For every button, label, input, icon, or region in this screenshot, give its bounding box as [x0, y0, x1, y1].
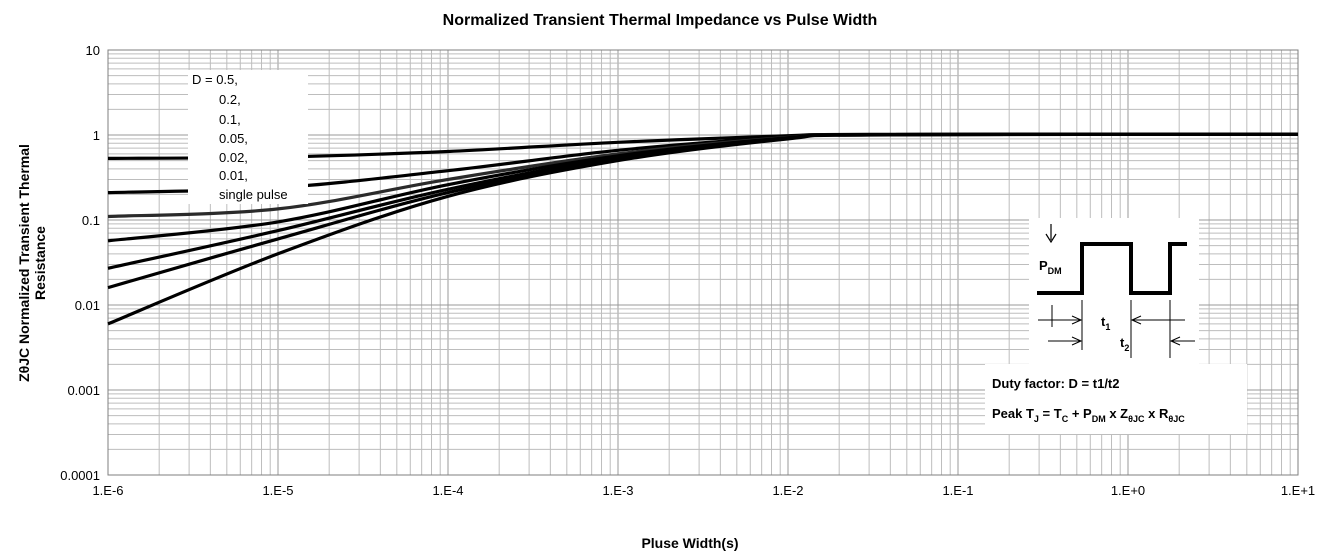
- y-tick-label: 1: [93, 128, 100, 143]
- t2-arrow-right-head: [1169, 336, 1181, 346]
- chart-title: Normalized Transient Thermal Impedance v…: [443, 12, 878, 29]
- legend-item-d-05: D = 0.5,: [192, 72, 238, 87]
- y-tick-labels: 0.0001 0.001 0.01 0.1 1 10: [60, 43, 100, 483]
- x-tick-labels: 1.E-6 1.E-5 1.E-4 1.E-3 1.E-2 1.E-1 1.E+0 1.E+1: [92, 483, 1315, 498]
- x-tick-label: 1.E-2: [772, 483, 803, 498]
- legend-item-01: 0.1,: [219, 112, 241, 127]
- t1-label: t1: [1101, 314, 1110, 332]
- legend: D = 0.5, 0.2, 0.1, 0.05, 0.02, 0.01, sin…: [188, 70, 308, 204]
- duty-factor-text: Duty factor: D = t1/t2: [992, 376, 1120, 391]
- y-tick-label: 10: [86, 43, 100, 58]
- x-tick-label: 1.E-3: [602, 483, 633, 498]
- inset-text-background: [985, 364, 1247, 434]
- legend-background: [188, 70, 308, 204]
- x-axis-label: Pluse Width(s): [641, 535, 738, 551]
- y-axis-label: ZθJC Normalized Transient Thermal Resist…: [16, 144, 48, 382]
- pulse-waveform: [1037, 242, 1187, 295]
- x-tick-label: 1.E+0: [1111, 483, 1145, 498]
- legend-item-02: 0.2,: [219, 92, 241, 107]
- t1-arrow-left-head: [1071, 315, 1083, 325]
- t1-arrow-right-head: [1130, 315, 1142, 325]
- x-tick-label: 1.E-1: [942, 483, 973, 498]
- pdm-label: PDM: [1039, 258, 1062, 276]
- y-tick-label: 0.001: [67, 383, 100, 398]
- x-tick-label: 1.E-6: [92, 483, 123, 498]
- pdm-arrow-head: [1045, 233, 1057, 244]
- x-tick-label: 1.E+1: [1281, 483, 1315, 498]
- peak-temperature-formula: Peak TJ = TC + PDM x ZθJC x RθJC: [992, 406, 1185, 424]
- legend-item-001: 0.01,: [219, 168, 248, 183]
- plot-area-border: [107, 49, 1299, 476]
- y-axis-label-line-1: ZθJC Normalized Transient Thermal: [16, 144, 32, 382]
- x-tick-label: 1.E-5: [262, 483, 293, 498]
- legend-item-002: 0.02,: [219, 150, 248, 165]
- y-tick-label: 0.1: [82, 213, 100, 228]
- t2-arrow-left-head: [1071, 336, 1083, 346]
- series-line-single-pulse: [107, 132, 1299, 326]
- y-tick-label: 0.01: [75, 298, 100, 313]
- y-tick-label: 0.0001: [60, 468, 100, 483]
- y-axis-label-line-2: Resistance: [32, 226, 48, 300]
- duty-cycle-inset: PDM t1 t2 Duty factor: D = t1/t2 Peak TJ…: [985, 218, 1247, 434]
- legend-item-single-pulse: single pulse: [219, 187, 288, 202]
- x-tick-label: 1.E-4: [432, 483, 463, 498]
- t2-label: t2: [1120, 335, 1129, 353]
- legend-item-005: 0.05,: [219, 131, 248, 146]
